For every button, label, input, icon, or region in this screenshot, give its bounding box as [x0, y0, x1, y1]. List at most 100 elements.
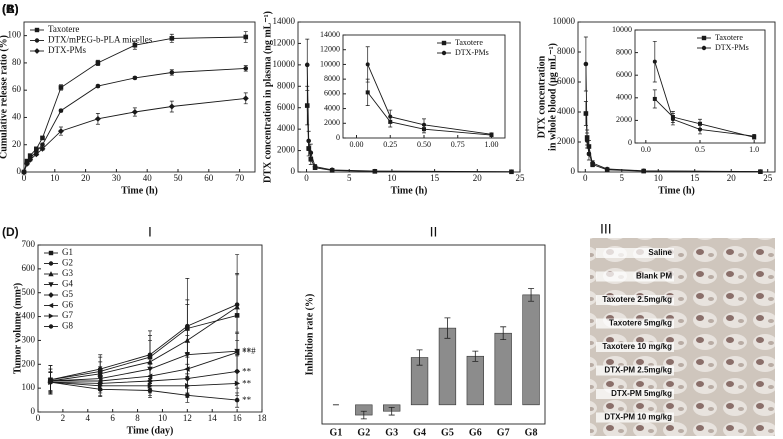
marker	[509, 169, 514, 174]
marker	[132, 42, 138, 48]
y-tick-label: 0	[628, 138, 632, 147]
chart-title: I	[148, 224, 152, 240]
photo-row-label: Taxotere 5mg/kg	[609, 319, 672, 328]
series-line	[23, 36, 246, 173]
legend-label: Taxotere	[48, 24, 79, 34]
x-tick-label: 16	[233, 413, 243, 423]
y-tick-label: 6000	[557, 76, 576, 86]
legend-label: DTX-PMs	[455, 48, 489, 57]
x-tick-label: 25	[516, 173, 526, 183]
annotation: **	[242, 347, 252, 357]
x-tick-label: 10	[50, 173, 60, 183]
plot-frame	[577, 21, 776, 173]
photo-panel-label: III	[600, 221, 612, 237]
y-axis-label: DTX concentration	[536, 55, 547, 138]
marker	[752, 134, 757, 139]
chart: 0 100 200 300 400 500 600 700 0 2 4 6 8 10 12 14 16 18 Tim…	[2, 224, 267, 437]
y-tick-label: 10000	[273, 59, 296, 69]
panel-label: (B)	[2, 2, 19, 16]
y-tick-label: 0	[291, 166, 296, 176]
x-tick-label: 0	[22, 173, 27, 183]
x-axis-label: Time (h)	[658, 185, 695, 196]
y-tick-label: 10000	[320, 59, 340, 68]
marker	[34, 48, 40, 54]
photo-row-label: DTX-PM 2.5mg/kg	[604, 366, 672, 375]
series-line	[23, 97, 246, 173]
y-tick-label: 10000	[612, 25, 632, 34]
error-bar	[444, 317, 451, 339]
marker	[169, 36, 175, 41]
legend-label: Taxotere	[715, 33, 743, 42]
x-tick-label: 60	[204, 173, 214, 183]
y-tick-label: 400	[22, 311, 36, 321]
x-tick-label: 10	[158, 413, 168, 423]
chart: Inhibition rate (%) II G1 G2 G3 G4 G5 G6 G7 G8	[304, 224, 546, 438]
marker	[48, 282, 54, 288]
legend-label: Taxotere	[455, 38, 483, 47]
x-tick-label: G5	[441, 427, 454, 438]
y-axis-label: Tumor volume (mm³)	[12, 283, 23, 374]
legend-label: DTX-PMs	[48, 45, 87, 55]
marker	[388, 114, 393, 119]
y-tick-label: 14000	[320, 30, 340, 39]
marker	[48, 271, 54, 277]
y-tick-label: 2000	[277, 145, 296, 155]
x-tick-label: 0.75	[451, 140, 465, 149]
x-tick-label: 10	[654, 173, 664, 183]
x-tick-label: 0.00	[350, 140, 364, 149]
x-tick-label: 15	[430, 173, 440, 183]
marker	[185, 382, 191, 389]
series-line	[367, 64, 492, 135]
annotation: **	[242, 367, 252, 377]
marker	[58, 85, 64, 90]
x-tick-label: 14	[208, 413, 218, 423]
legend-label: G7	[62, 310, 73, 320]
marker	[701, 35, 707, 41]
y-tick-label: 12000	[273, 37, 296, 47]
marker	[698, 127, 702, 132]
marker	[34, 38, 40, 43]
marker	[652, 96, 657, 101]
photo-label-bg	[596, 412, 674, 423]
photo-label-bg	[596, 365, 674, 376]
photo-row-label: DTX-PM 5mg/kg	[611, 389, 672, 398]
x-tick-label: 20	[81, 173, 91, 183]
x-tick-label: 0.50	[417, 140, 431, 149]
x-tick-label: G8	[525, 427, 538, 438]
legend-label: G8	[62, 321, 73, 331]
y-tick-label: 2000	[616, 115, 632, 124]
marker	[185, 393, 190, 398]
y-tick-label: 2000	[557, 136, 576, 146]
x-tick-label: 8	[135, 413, 140, 423]
x-tick-label: G4	[413, 427, 426, 438]
x-tick-label: 25	[763, 173, 773, 183]
marker	[234, 380, 241, 387]
annotation: **	[242, 378, 252, 388]
marker	[169, 70, 175, 75]
y-tick-label: 0	[17, 166, 22, 176]
photo-label-bg	[596, 389, 674, 399]
error-bar	[528, 288, 535, 302]
legend-label: G4	[62, 279, 73, 289]
photo-label-bg	[596, 342, 674, 352]
plot-frame	[321, 244, 546, 425]
marker	[48, 302, 54, 309]
marker	[441, 50, 447, 56]
x-tick-label: 40	[143, 173, 153, 183]
marker	[48, 313, 54, 319]
marker	[584, 138, 590, 143]
annotation: **#	[242, 346, 256, 356]
bar	[438, 327, 457, 406]
legend-label: G1	[62, 247, 73, 257]
mouse-photo	[590, 238, 775, 436]
photo-label-bg	[596, 248, 674, 258]
marker	[586, 151, 592, 157]
marker	[701, 45, 707, 51]
bar	[522, 294, 540, 406]
bar	[494, 332, 512, 406]
x-tick-label: G7	[497, 427, 510, 438]
x-tick-label: G2	[357, 427, 370, 438]
error-bar	[500, 326, 507, 341]
marker	[131, 109, 138, 115]
